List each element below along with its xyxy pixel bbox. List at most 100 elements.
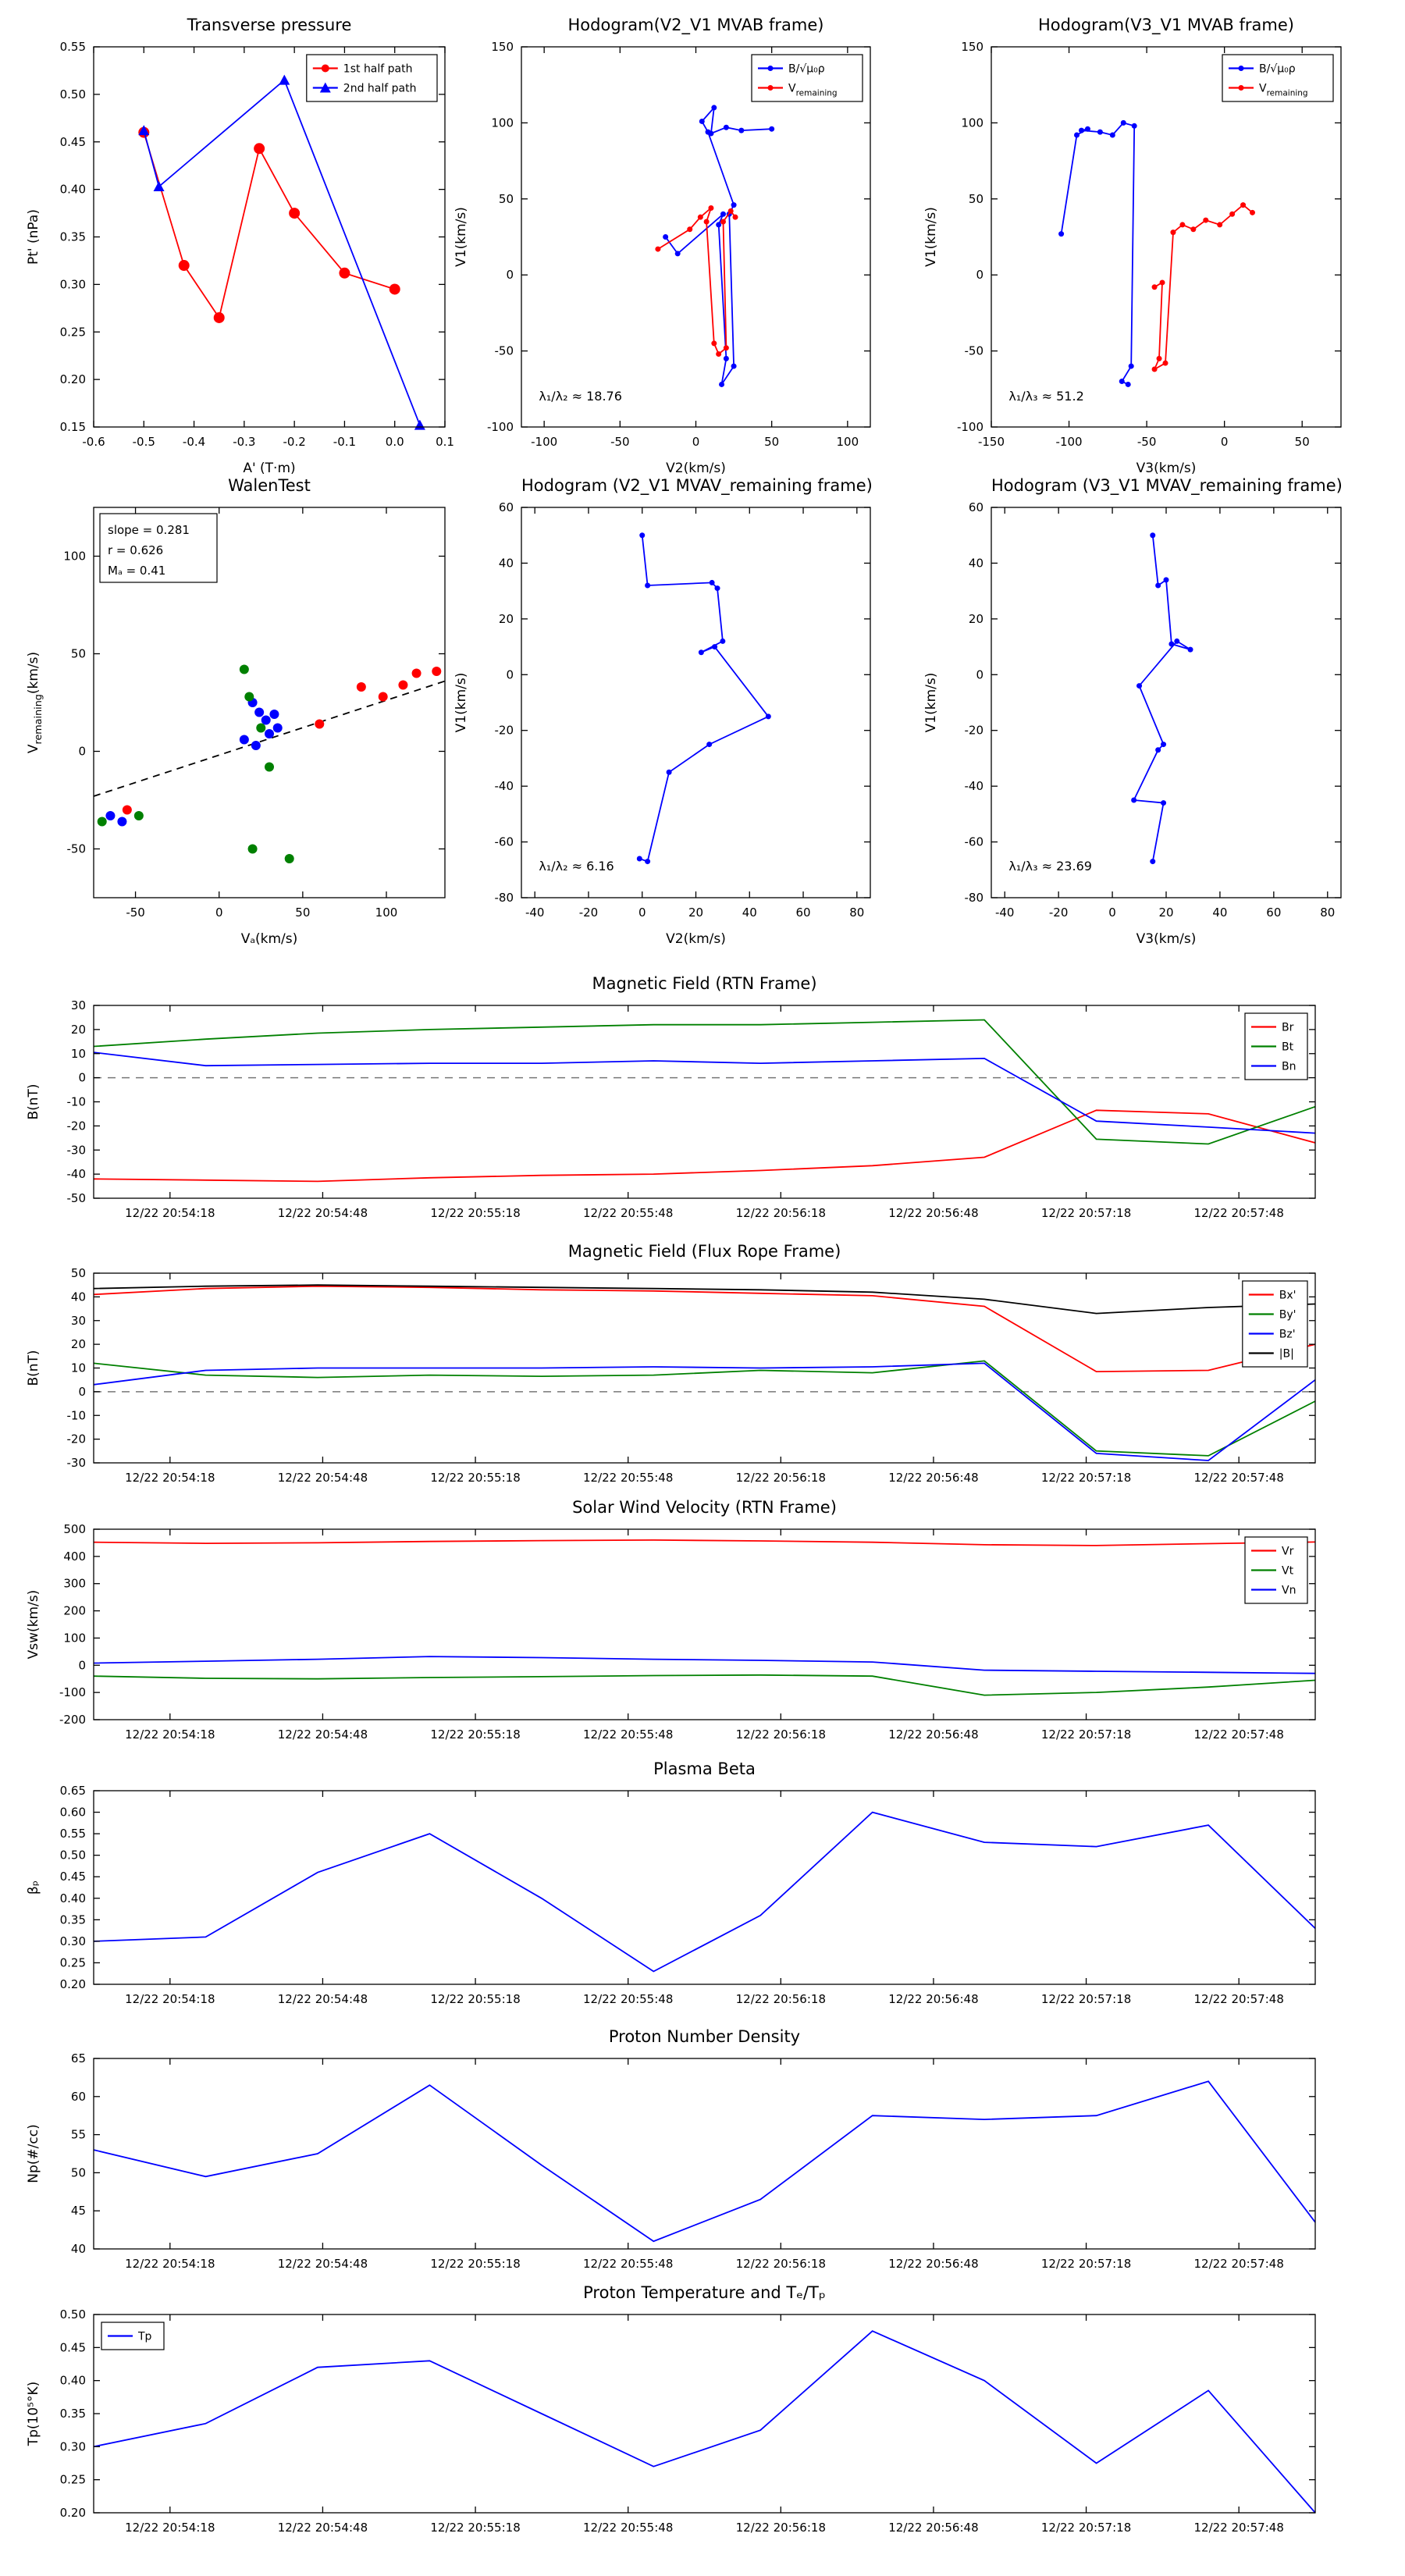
svg-text:V2(km/s): V2(km/s) bbox=[666, 461, 726, 476]
svg-text:100: 100 bbox=[375, 906, 398, 920]
svg-text:65: 65 bbox=[71, 2051, 86, 2065]
svg-text:0: 0 bbox=[976, 667, 984, 681]
svg-text:20: 20 bbox=[71, 1023, 86, 1037]
svg-text:0.30: 0.30 bbox=[60, 1934, 86, 1948]
plot-area-proton-number-density: 12/22 20:54:18 12/22 20:54:48 12/22 20:55:… bbox=[26, 2051, 1316, 2271]
svg-text:-30: -30 bbox=[67, 1143, 87, 1157]
svg-text:10: 10 bbox=[71, 1047, 86, 1061]
svg-text:Tp(10⁵°K): Tp(10⁵°K) bbox=[26, 2382, 41, 2447]
svg-text:Bz': Bz' bbox=[1279, 1329, 1296, 1341]
svg-text:Np(#/cc): Np(#/cc) bbox=[26, 2124, 41, 2183]
chart-title: Solar Wind Velocity (RTN Frame) bbox=[572, 1498, 837, 1517]
chart-title: Hodogram(V2_V1 MVAB frame) bbox=[567, 16, 824, 34]
chart-title: Magnetic Field (RTN Frame) bbox=[592, 974, 817, 993]
svg-text:-50: -50 bbox=[965, 344, 984, 358]
chart-hodogram-v3v1-mvab: Hodogram(V3_V1 MVAB frame) -150 -100 -50 0 5… bbox=[902, 8, 1361, 488]
svg-text:-50: -50 bbox=[67, 842, 87, 856]
svg-text:-0.1: -0.1 bbox=[333, 435, 356, 449]
svg-text:12/22 20:55:48: 12/22 20:55:48 bbox=[583, 1471, 673, 1485]
chart-transverse-pressure: Transverse pressure -0.6 -0.5 -0.4 -0.3 -0.2… bbox=[4, 8, 464, 488]
svg-text:-10: -10 bbox=[67, 1408, 87, 1422]
svg-text:-0.5: -0.5 bbox=[133, 435, 155, 449]
svg-text:-50: -50 bbox=[495, 344, 514, 358]
svg-text:0: 0 bbox=[506, 268, 514, 282]
svg-text:-30: -30 bbox=[67, 1456, 87, 1470]
svg-text:0.40: 0.40 bbox=[60, 2374, 86, 2388]
svg-text:12/22 20:56:48: 12/22 20:56:48 bbox=[888, 2257, 978, 2271]
svg-text:λ₁/λ₂ ≈ 18.76: λ₁/λ₂ ≈ 18.76 bbox=[539, 389, 622, 404]
svg-text:12/22 20:55:18: 12/22 20:55:18 bbox=[430, 1206, 520, 1220]
svg-text:Vₐ(km/s): Vₐ(km/s) bbox=[241, 931, 298, 947]
svg-text:80: 80 bbox=[849, 906, 864, 920]
svg-text:45: 45 bbox=[71, 2204, 86, 2218]
plot-area-hodogram-v2v1-mvav: -40 -20 0 20 40 60 80 -80 -60 -40 -20 0 20 40 60 V2(km/… bbox=[454, 500, 871, 947]
chart-solar-wind-velocity: Solar Wind Velocity (RTN Frame) 12/22 20… bbox=[4, 1492, 1335, 1757]
svg-text:40: 40 bbox=[1212, 906, 1227, 920]
svg-text:30: 30 bbox=[71, 1314, 86, 1328]
svg-text:0.50: 0.50 bbox=[60, 87, 86, 101]
svg-text:0: 0 bbox=[638, 906, 646, 920]
svg-text:100: 100 bbox=[837, 435, 859, 449]
svg-text:12/22 20:57:18: 12/22 20:57:18 bbox=[1041, 1471, 1131, 1485]
svg-text:Bt: Bt bbox=[1282, 1041, 1294, 1054]
plot-area-solar-wind-velocity: 12/22 20:54:18 12/22 20:54:48 12/22 20:55:… bbox=[26, 1522, 1316, 1742]
svg-text:-150: -150 bbox=[978, 435, 1005, 449]
svg-text:12/22 20:56:18: 12/22 20:56:18 bbox=[736, 1471, 826, 1485]
svg-text:-50: -50 bbox=[1137, 435, 1157, 449]
svg-text:12/22 20:57:48: 12/22 20:57:48 bbox=[1194, 1992, 1284, 2006]
svg-text:12/22 20:57:18: 12/22 20:57:18 bbox=[1041, 1727, 1131, 1742]
svg-text:0.0: 0.0 bbox=[386, 435, 404, 449]
svg-text:12/22 20:57:48: 12/22 20:57:48 bbox=[1194, 1471, 1284, 1485]
svg-text:0.50: 0.50 bbox=[60, 2307, 86, 2322]
svg-text:-50: -50 bbox=[67, 1191, 87, 1205]
svg-text:400: 400 bbox=[63, 1550, 86, 1564]
svg-text:0.1: 0.1 bbox=[436, 435, 454, 449]
svg-text:V1(km/s): V1(km/s) bbox=[454, 207, 469, 267]
svg-text:20: 20 bbox=[969, 612, 984, 626]
svg-text:V3(km/s): V3(km/s) bbox=[1136, 461, 1197, 476]
svg-text:Bn: Bn bbox=[1282, 1061, 1296, 1073]
plot-area-proton-temperature: 12/22 20:54:18 12/22 20:54:48 12/22 20:55:… bbox=[26, 2307, 1316, 2535]
svg-text:0.20: 0.20 bbox=[60, 1977, 86, 1991]
svg-text:1st half path: 1st half path bbox=[343, 63, 413, 76]
svg-text:60: 60 bbox=[499, 500, 514, 514]
svg-text:300: 300 bbox=[63, 1577, 86, 1591]
svg-text:βₚ: βₚ bbox=[26, 1880, 41, 1895]
svg-text:12/22 20:54:48: 12/22 20:54:48 bbox=[278, 2257, 368, 2271]
svg-text:r = 0.626: r = 0.626 bbox=[108, 543, 163, 557]
chart-title: Hodogram (V2_V1 MVAV_remaining frame) bbox=[521, 476, 873, 495]
svg-text:-20: -20 bbox=[495, 724, 514, 738]
svg-text:λ₁/λ₂ ≈ 6.16: λ₁/λ₂ ≈ 6.16 bbox=[539, 859, 614, 873]
svg-text:Br: Br bbox=[1282, 1022, 1294, 1034]
chart-hodogram-v2v1-mvab: Hodogram(V2_V1 MVAB frame) -100 -50 0 50 100… bbox=[432, 8, 890, 488]
svg-text:20: 20 bbox=[71, 1337, 86, 1351]
chart-magnetic-field-flux-rope: Magnetic Field (Flux Rope Frame) 12/22 2… bbox=[4, 1236, 1335, 1500]
svg-text:0.25: 0.25 bbox=[60, 325, 86, 339]
svg-text:0.40: 0.40 bbox=[60, 1891, 86, 1905]
svg-text:50: 50 bbox=[71, 2165, 86, 2179]
svg-text:-80: -80 bbox=[965, 891, 984, 905]
svg-text:40: 40 bbox=[742, 906, 757, 920]
chart-title: Hodogram (V3_V1 MVAV_remaining frame) bbox=[991, 476, 1343, 495]
svg-text:12/22 20:55:18: 12/22 20:55:18 bbox=[430, 2521, 520, 2535]
plot-area-hodogram-v3v1-mvav: -40 -20 0 20 40 60 80 -80 -60 -40 -20 0 20 40 60 V3(km/… bbox=[923, 500, 1342, 947]
svg-text:12/22 20:57:48: 12/22 20:57:48 bbox=[1194, 2521, 1284, 2535]
svg-text:50: 50 bbox=[71, 647, 86, 661]
svg-text:12/22 20:57:48: 12/22 20:57:48 bbox=[1194, 2257, 1284, 2271]
svg-text:Pt' (nPa): Pt' (nPa) bbox=[26, 209, 41, 265]
svg-text:-20: -20 bbox=[965, 724, 984, 738]
svg-text:100: 100 bbox=[961, 116, 984, 130]
svg-text:40: 40 bbox=[969, 556, 984, 570]
plot-area-magnetic-field-flux-rope: 12/22 20:54:18 12/22 20:54:48 12/22 20:55:… bbox=[26, 1266, 1316, 1485]
chart-proton-number-density: Proton Number Density 12/22 20:54:18 12/2… bbox=[4, 2021, 1335, 2286]
svg-text:Vr: Vr bbox=[1282, 1546, 1294, 1558]
svg-text:0: 0 bbox=[78, 1385, 86, 1399]
svg-text:V2(km/s): V2(km/s) bbox=[666, 931, 726, 947]
svg-text:-60: -60 bbox=[965, 835, 984, 849]
svg-text:20: 20 bbox=[688, 906, 703, 920]
svg-text:12/22 20:56:48: 12/22 20:56:48 bbox=[888, 1206, 978, 1220]
svg-text:12/22 20:57:48: 12/22 20:57:48 bbox=[1194, 1206, 1284, 1220]
svg-text:-100: -100 bbox=[957, 420, 984, 434]
svg-text:Vsw(km/s): Vsw(km/s) bbox=[26, 1590, 41, 1660]
svg-text:-40: -40 bbox=[965, 779, 984, 793]
